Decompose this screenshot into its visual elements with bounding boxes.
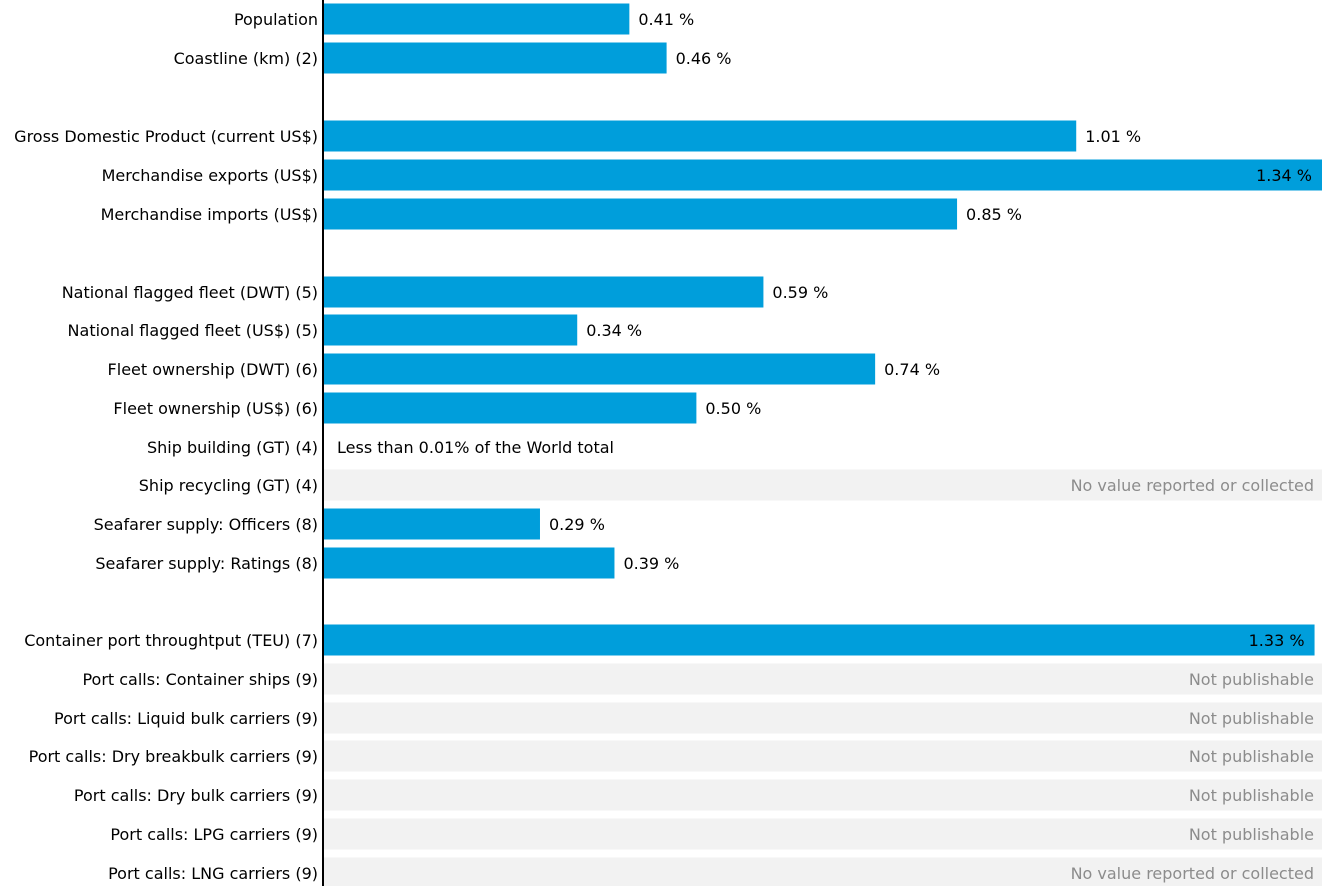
placeholder-band xyxy=(324,818,1322,850)
placeholder-band xyxy=(324,702,1322,734)
bar xyxy=(324,42,667,74)
placeholder-text: Not publishable xyxy=(1189,786,1314,805)
row-coastline-km-2: Coastline (km) (2) 0.46 % xyxy=(174,42,732,74)
bar xyxy=(324,3,630,35)
placeholder-band xyxy=(324,740,1322,772)
placeholder-band xyxy=(324,779,1322,811)
row-container-port-throughtput-teu-7: Container port throughtput (TEU) (7) 1.33… xyxy=(24,624,1315,656)
bar xyxy=(324,508,540,540)
category-label: Port calls: Dry breakbulk carriers (9) xyxy=(29,747,318,766)
data-label: 0.41 % xyxy=(638,10,694,29)
placeholder-text: Not publishable xyxy=(1189,747,1314,766)
data-label: 1.01 % xyxy=(1085,127,1141,146)
row-port-calls-lng-carriers-9: Port calls: LNG carriers (9) No value rep… xyxy=(108,857,1322,886)
bar xyxy=(324,159,1322,191)
category-label: Port calls: Liquid bulk carriers (9) xyxy=(54,709,318,728)
placeholder-band xyxy=(324,663,1322,695)
bar xyxy=(324,314,578,346)
category-label: Fleet ownership (US$) (6) xyxy=(113,399,318,418)
row-port-calls-lpg-carriers-9: Port calls: LPG carriers (9) Not publisha… xyxy=(110,818,1322,850)
data-label: 0.34 % xyxy=(586,321,642,340)
row-seafarer-supply-ratings-8: Seafarer supply: Ratings (8) 0.39 % xyxy=(95,547,679,579)
category-label: Port calls: LNG carriers (9) xyxy=(108,864,318,883)
data-label: 0.29 % xyxy=(549,515,605,534)
data-label: 1.34 % xyxy=(1256,166,1312,185)
row-port-calls-dry-bulk-carriers-9: Port calls: Dry bulk carriers (9) Not pub… xyxy=(74,779,1322,811)
category-label: Ship building (GT) (4) xyxy=(147,438,318,457)
category-label: Seafarer supply: Ratings (8) xyxy=(95,554,318,573)
row-gross-domestic-product-current-us: Gross Domestic Product (current US$) 1.01… xyxy=(14,120,1141,152)
placeholder-text: No value reported or collected xyxy=(1071,864,1314,883)
row-merchandise-exports-us: Merchandise exports (US$) 1.34 % xyxy=(102,159,1322,191)
category-label: Container port throughtput (TEU) (7) xyxy=(24,631,318,650)
category-label: Seafarer supply: Officers (8) xyxy=(94,515,318,534)
category-label: Port calls: Dry bulk carriers (9) xyxy=(74,786,318,805)
placeholder-text: Not publishable xyxy=(1189,670,1314,689)
bar xyxy=(324,353,876,385)
placeholder-text: Not publishable xyxy=(1189,709,1314,728)
category-label: Population xyxy=(234,10,318,29)
data-label: 0.46 % xyxy=(676,49,732,68)
data-label: 0.85 % xyxy=(966,205,1022,224)
row-national-flagged-fleet-dwt-5: National flagged fleet (DWT) (5) 0.59 % xyxy=(62,276,828,308)
bar xyxy=(324,392,697,424)
category-label: Fleet ownership (DWT) (6) xyxy=(108,360,318,379)
category-label: National flagged fleet (DWT) (5) xyxy=(62,283,318,302)
data-label: 1.33 % xyxy=(1249,631,1305,650)
data-label: 0.74 % xyxy=(884,360,940,379)
bar xyxy=(324,120,1077,152)
row-seafarer-supply-officers-8: Seafarer supply: Officers (8) 0.29 % xyxy=(94,508,605,540)
row-port-calls-liquid-bulk-carriers-9: Port calls: Liquid bulk carriers (9) Not … xyxy=(54,702,1322,734)
category-label: Port calls: LPG carriers (9) xyxy=(110,825,318,844)
placeholder-text: Not publishable xyxy=(1189,825,1314,844)
category-label: Coastline (km) (2) xyxy=(174,49,318,68)
category-label: Gross Domestic Product (current US$) xyxy=(14,127,318,146)
data-label: 0.50 % xyxy=(705,399,761,418)
category-label: Port calls: Container ships (9) xyxy=(82,670,318,689)
note-text: Less than 0.01% of the World total xyxy=(337,438,614,457)
category-label: Ship recycling (GT) (4) xyxy=(139,476,318,495)
row-ship-recycling-gt-4: Ship recycling (GT) (4) No value reported… xyxy=(139,469,1322,501)
category-label: National flagged fleet (US$) (5) xyxy=(68,321,318,340)
row-fleet-ownership-us-6: Fleet ownership (US$) (6) 0.50 % xyxy=(113,392,761,424)
placeholder-band xyxy=(324,469,1322,501)
row-fleet-ownership-dwt-6: Fleet ownership (DWT) (6) 0.74 % xyxy=(108,353,940,385)
row-national-flagged-fleet-us-5: National flagged fleet (US$) (5) 0.34 % xyxy=(68,314,642,346)
row-merchandise-imports-us: Merchandise imports (US$) 0.85 % xyxy=(101,198,1022,230)
data-label: 0.59 % xyxy=(772,283,828,302)
row-ship-building-gt-4: Ship building (GT) (4) Less than 0.01% of… xyxy=(147,438,614,457)
bar xyxy=(324,624,1315,656)
bar xyxy=(324,276,764,308)
row-port-calls-container-ships-9: Port calls: Container ships (9) Not publi… xyxy=(82,663,1322,695)
data-label: 0.39 % xyxy=(623,554,679,573)
category-label: Merchandise imports (US$) xyxy=(101,205,318,224)
placeholder-band xyxy=(324,857,1322,886)
placeholder-text: No value reported or collected xyxy=(1071,476,1314,495)
bar xyxy=(324,547,615,579)
category-label: Merchandise exports (US$) xyxy=(102,166,318,185)
row-port-calls-dry-breakbulk-carriers-9: Port calls: Dry breakbulk carriers (9) No… xyxy=(29,740,1322,772)
bar xyxy=(324,198,958,230)
chart-rows: Population 0.41 % Coastline (km) (2) 0.46 %… xyxy=(14,3,1322,886)
row-population: Population 0.41 % xyxy=(234,3,694,35)
